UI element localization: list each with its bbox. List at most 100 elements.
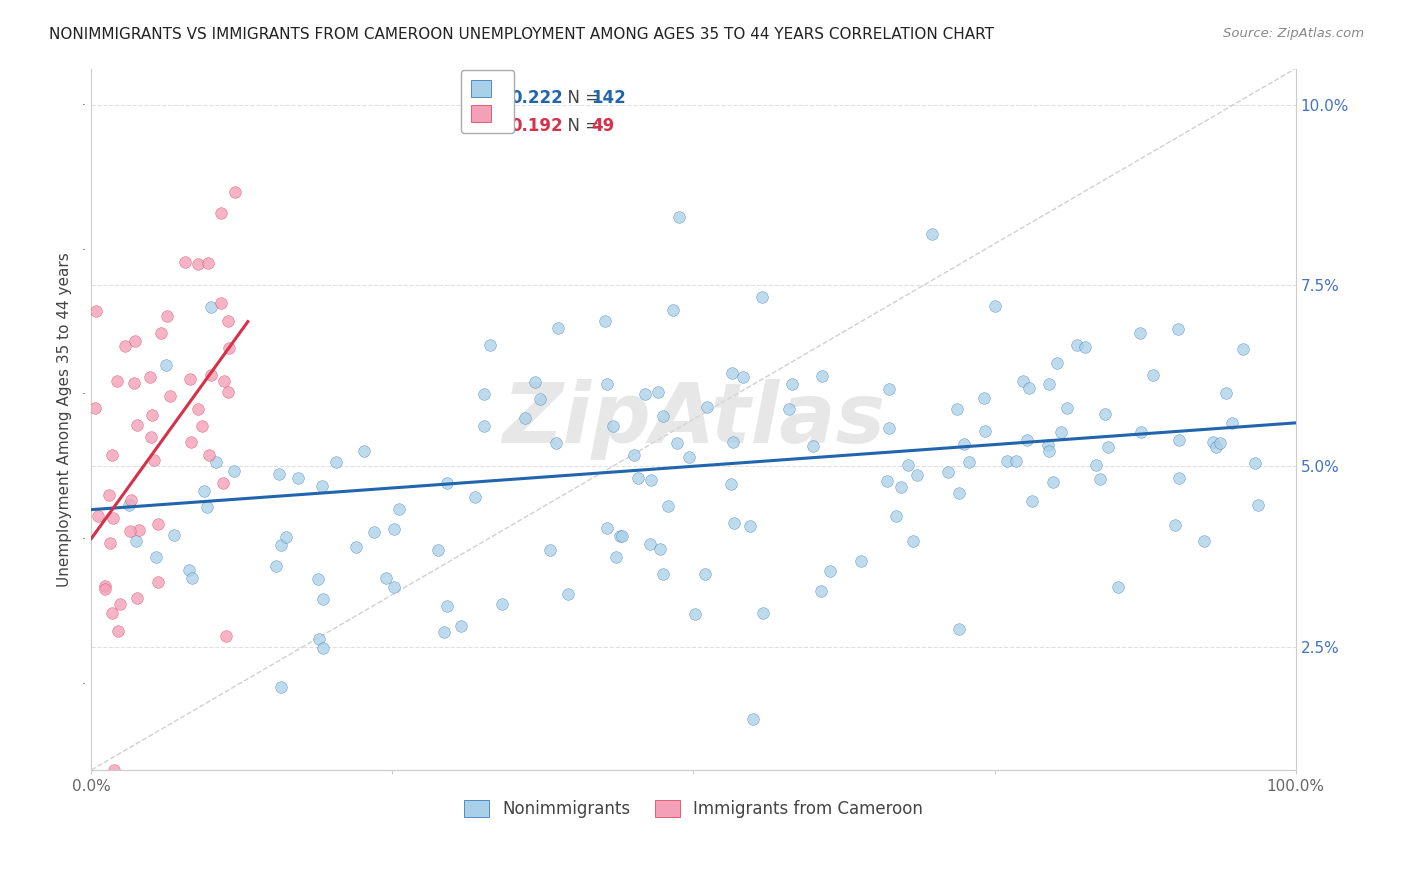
- Point: [382, 580, 405, 594]
- Point: [94, 582, 117, 597]
- Point: [211, 206, 233, 220]
- Point: [801, 439, 824, 453]
- Point: [623, 448, 645, 462]
- Point: [901, 533, 924, 548]
- Point: [114, 339, 136, 353]
- Point: [651, 409, 673, 423]
- Point: [1038, 376, 1060, 391]
- Text: 49: 49: [591, 117, 614, 135]
- Point: [120, 493, 142, 508]
- Point: [995, 454, 1018, 468]
- Point: [193, 484, 215, 499]
- Point: [721, 366, 744, 380]
- Point: [122, 376, 145, 390]
- Point: [142, 453, 165, 467]
- Point: [108, 598, 131, 612]
- Point: [602, 418, 624, 433]
- Point: [187, 401, 209, 416]
- Text: 142: 142: [591, 89, 626, 107]
- Point: [93, 579, 115, 593]
- Point: [274, 530, 297, 544]
- Point: [1107, 580, 1129, 594]
- Point: [388, 502, 411, 516]
- Point: [209, 295, 232, 310]
- Point: [1220, 416, 1243, 430]
- Point: [605, 549, 627, 564]
- Point: [1164, 517, 1187, 532]
- Point: [849, 554, 872, 568]
- Point: [662, 303, 685, 318]
- Point: [174, 255, 197, 269]
- Point: [647, 385, 669, 400]
- Point: [742, 712, 765, 726]
- Point: [141, 408, 163, 422]
- Point: [1038, 443, 1060, 458]
- Point: [695, 567, 717, 582]
- Point: [1167, 322, 1189, 336]
- Point: [778, 401, 800, 416]
- Text: 0.192: 0.192: [510, 117, 562, 135]
- Point: [217, 313, 239, 327]
- Point: [557, 587, 579, 601]
- Point: [204, 455, 226, 469]
- Point: [877, 383, 900, 397]
- Point: [83, 401, 105, 416]
- Point: [127, 418, 149, 433]
- Point: [638, 537, 661, 551]
- Point: [436, 475, 458, 490]
- Point: [1097, 440, 1119, 454]
- Point: [155, 358, 177, 372]
- Point: [1036, 437, 1059, 451]
- Point: [87, 509, 110, 524]
- Point: [312, 641, 335, 656]
- Point: [984, 299, 1007, 313]
- Text: NONIMMIGRANTS VS IMMIGRANTS FROM CAMEROON UNEMPLOYMENT AMONG AGES 35 TO 44 YEARS: NONIMMIGRANTS VS IMMIGRANTS FROM CAMEROO…: [49, 27, 994, 42]
- Point: [267, 467, 290, 481]
- Point: [146, 516, 169, 531]
- Point: [936, 465, 959, 479]
- Point: [1192, 533, 1215, 548]
- Point: [953, 436, 976, 450]
- Point: [464, 491, 486, 505]
- Point: [1167, 471, 1189, 485]
- Point: [141, 430, 163, 444]
- Point: [264, 558, 287, 573]
- Point: [547, 321, 569, 335]
- Point: [596, 521, 619, 535]
- Point: [720, 477, 742, 491]
- Point: [973, 391, 995, 405]
- Point: [957, 455, 980, 469]
- Point: [150, 326, 173, 340]
- Point: [426, 543, 449, 558]
- Text: R =: R =: [471, 89, 506, 107]
- Point: [98, 536, 121, 550]
- Point: [1056, 401, 1078, 415]
- Point: [139, 369, 162, 384]
- Point: [217, 385, 239, 400]
- Point: [491, 597, 513, 611]
- Point: [657, 499, 679, 513]
- Point: [897, 458, 920, 472]
- Point: [513, 411, 536, 425]
- Point: [118, 524, 141, 538]
- Point: [945, 402, 967, 417]
- Point: [156, 309, 179, 323]
- Point: [198, 448, 221, 462]
- Point: [921, 227, 943, 241]
- Point: [200, 368, 222, 383]
- Point: [101, 606, 124, 620]
- Point: [163, 527, 186, 541]
- Point: [648, 541, 671, 556]
- Point: [308, 632, 330, 646]
- Legend: Nonimmigrants, Immigrants from Cameroon: Nonimmigrants, Immigrants from Cameroon: [457, 793, 929, 825]
- Point: [1129, 326, 1152, 340]
- Point: [312, 592, 335, 607]
- Text: 0.222: 0.222: [510, 89, 564, 107]
- Point: [593, 314, 616, 328]
- Point: [103, 763, 125, 777]
- Point: [215, 629, 238, 643]
- Point: [890, 480, 912, 494]
- Point: [197, 256, 219, 270]
- Point: [1094, 407, 1116, 421]
- Point: [145, 549, 167, 564]
